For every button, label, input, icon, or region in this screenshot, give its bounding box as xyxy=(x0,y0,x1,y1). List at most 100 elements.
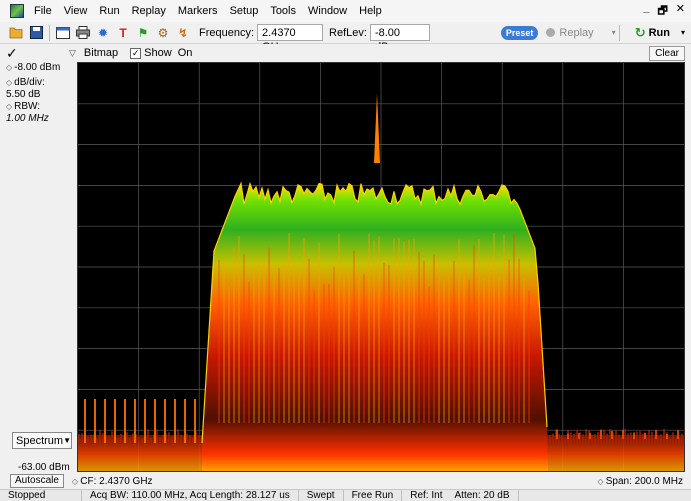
spur-line xyxy=(578,433,580,439)
rbw-readout[interactable]: ◇ RBW: xyxy=(6,101,40,113)
noise-speck xyxy=(570,432,572,443)
center-frequency-value: CF: 2.4370 GHz xyxy=(80,475,153,487)
spur-lines xyxy=(84,399,679,443)
restore-icon[interactable]: 🗗 xyxy=(657,4,668,17)
noise-speck xyxy=(120,434,122,443)
menu-window[interactable]: Window xyxy=(308,5,348,17)
menu-run[interactable]: Run xyxy=(99,5,120,17)
menu-replay[interactable]: Replay xyxy=(131,5,166,17)
display-options-bar: ▽ Bitmap ✓ Show On Clear xyxy=(69,44,691,62)
clear-button[interactable]: Clear xyxy=(649,45,685,61)
folder-open-icon[interactable] xyxy=(8,25,24,41)
noise-speck xyxy=(582,434,584,443)
chevron-down-icon[interactable]: ▾ xyxy=(611,28,616,37)
noise-speck xyxy=(162,434,164,443)
noise-speck xyxy=(189,435,191,443)
show-state: On xyxy=(177,47,193,59)
noise-speck xyxy=(609,429,611,443)
close-icon[interactable]: ✕ xyxy=(675,2,685,15)
signal-streak xyxy=(368,233,370,423)
analysis-icon[interactable]: ↯ xyxy=(177,25,189,40)
preset-button[interactable]: Preset xyxy=(500,25,539,40)
frequency-field[interactable]: 2.4370 GHz xyxy=(257,24,324,53)
noise-speck xyxy=(552,433,554,443)
run-button[interactable]: ↻ Run ▾ xyxy=(635,25,685,41)
spectrum-bitmap-display[interactable] xyxy=(78,63,684,471)
spectrum-select[interactable]: Spectrum ▼ xyxy=(12,432,72,449)
replay-label: Replay xyxy=(559,26,594,39)
signal-streak xyxy=(233,247,235,423)
spur-line xyxy=(104,399,106,443)
signal-streak xyxy=(393,238,395,423)
dropdown-arrow-icon: ▼ xyxy=(63,436,71,445)
db-div-readout[interactable]: ◇ dB/div: xyxy=(6,77,45,89)
noise-speck xyxy=(675,437,677,443)
menu-file[interactable]: File xyxy=(34,5,52,17)
replay-control[interactable]: Replay ▾ xyxy=(546,26,616,39)
menu-setup[interactable]: Setup xyxy=(229,5,259,17)
center-frequency-readout[interactable]: ◇ CF: 2.4370 GHz xyxy=(72,476,153,487)
save-icon[interactable] xyxy=(28,25,44,41)
chevron-down-icon[interactable]: ▾ xyxy=(680,28,685,37)
spur-line xyxy=(644,432,646,439)
signal-streak xyxy=(338,234,340,423)
spur-line xyxy=(655,430,657,439)
noise-speck xyxy=(177,429,179,443)
spectrum-plot[interactable] xyxy=(77,62,685,472)
menu-view[interactable]: View xyxy=(63,5,88,17)
noise-speck xyxy=(591,434,593,443)
signal-streak xyxy=(303,238,305,423)
checkmark-icon[interactable]: ✓ xyxy=(6,45,18,61)
noise-speck xyxy=(585,429,587,443)
gear-icon[interactable]: ✹ xyxy=(97,25,109,40)
spur-line xyxy=(154,399,156,443)
toolbar: ✹ T ⚑ ⚙ ↯ Frequency: 2.4370 GHz RefLev: … xyxy=(0,22,691,53)
minimize-icon[interactable]: _ xyxy=(643,1,650,14)
adjust-icon: ◇ xyxy=(6,63,13,72)
signal-streak xyxy=(313,290,315,423)
trace-icon[interactable]: T xyxy=(119,25,127,40)
status-acquisition: Acq BW: 110.00 MHz, Acq Length: 28.127 u… xyxy=(82,490,299,501)
noise-speck xyxy=(111,431,113,443)
reflev-field[interactable]: -8.00 dBm xyxy=(369,24,430,53)
marker-icon[interactable]: ⚑ xyxy=(137,25,149,40)
show-checkbox[interactable]: ✓ xyxy=(130,47,142,59)
signal-streak xyxy=(498,276,500,423)
menu-markers[interactable]: Markers xyxy=(177,5,218,17)
noise-speck xyxy=(126,432,128,443)
signal-envelope xyxy=(201,181,548,444)
toolbar-separator xyxy=(49,24,50,41)
spur-line xyxy=(556,429,558,439)
menu-help[interactable]: Help xyxy=(359,5,382,17)
signal-streak xyxy=(228,286,230,423)
window-icon[interactable] xyxy=(55,25,71,41)
chevron-down-icon[interactable]: ▽ xyxy=(69,47,76,58)
db-div-value: 5.50 dB xyxy=(6,89,41,100)
signal-streak xyxy=(358,268,360,423)
signal-streak xyxy=(408,239,410,423)
span-readout[interactable]: ◇ Span: 200.0 MHz xyxy=(597,476,683,487)
ref-level-readout[interactable]: ◇ -8.00 dBm xyxy=(6,62,60,74)
autoscale-button[interactable]: Autoscale xyxy=(10,474,64,488)
signal-streak xyxy=(383,262,385,423)
adjust-icon: ◇ xyxy=(597,476,606,486)
frequency-label: Frequency: xyxy=(199,26,255,39)
noise-speck xyxy=(630,432,632,443)
display-mode[interactable]: Bitmap xyxy=(83,47,119,59)
bottom-level-readout: -63.00 dBm xyxy=(18,462,70,473)
noise-speck xyxy=(597,431,599,443)
noise-speck xyxy=(651,431,653,443)
signal-streak xyxy=(243,253,245,423)
signal-streak xyxy=(403,241,405,423)
signal-streak xyxy=(293,260,295,423)
noise-speck xyxy=(156,429,158,443)
noise-speck xyxy=(87,436,89,443)
signal-streak xyxy=(363,273,365,423)
print-icon[interactable] xyxy=(75,25,91,41)
noise-speck xyxy=(621,438,623,443)
settings-icon[interactable]: ⚙ xyxy=(157,25,169,40)
signal-streak xyxy=(473,245,475,423)
menu-tools[interactable]: Tools xyxy=(270,5,296,17)
app-logo-icon xyxy=(10,4,24,18)
spur-line xyxy=(677,430,679,439)
